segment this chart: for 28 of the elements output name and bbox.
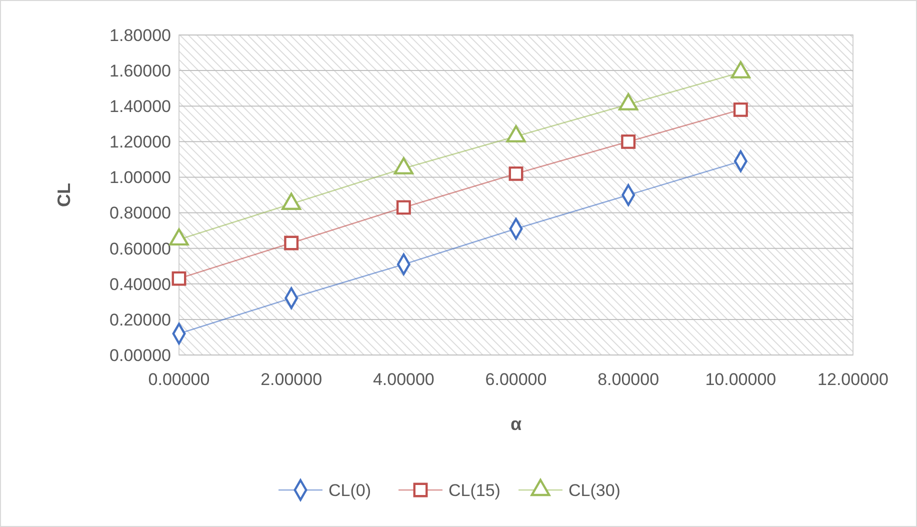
x-tick-label: 12.00000 <box>818 370 888 389</box>
legend-label: CL(0) <box>328 480 372 500</box>
point <box>396 200 411 215</box>
y-tick-label: 1.00000 <box>110 168 171 188</box>
y-tick-label: 0.00000 <box>110 346 171 365</box>
x-tick-label: 4.00000 <box>372 370 434 389</box>
point <box>621 134 636 149</box>
x-tick-label: 10.00000 <box>705 370 776 389</box>
x-tick-label: 0.00000 <box>148 370 210 389</box>
point <box>284 236 299 250</box>
point <box>508 166 524 181</box>
y-tick-label: 1.20000 <box>110 132 171 152</box>
legend-label: CL(30) <box>568 480 620 500</box>
y-tick-label: 0.40000 <box>110 274 171 294</box>
point <box>172 271 186 286</box>
x-tick-label: 2.00000 <box>260 370 322 389</box>
y-tick-label: 0.60000 <box>110 239 171 258</box>
x-tick-label: 6.00000 <box>485 370 547 389</box>
y-tick-label: 0.20000 <box>110 310 171 330</box>
y-tick-label: 1.40000 <box>110 97 171 116</box>
y-tick-label: 1.60000 <box>110 62 171 81</box>
x-tick-label: 8.00000 <box>598 370 660 389</box>
legend-label: CL(15) <box>448 480 500 500</box>
point <box>733 102 748 117</box>
y-tick-label: 0.80000 <box>110 204 171 223</box>
y-axis-title: CL <box>54 183 74 207</box>
y-tick-label: 1.80000 <box>110 26 171 45</box>
x-axis-title: α <box>510 414 522 434</box>
